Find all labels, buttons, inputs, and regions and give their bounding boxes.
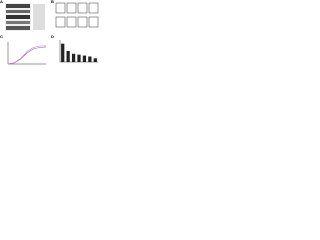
bar — [82, 55, 87, 62]
panel-label: B — [51, 0, 54, 4]
bar — [77, 54, 81, 62]
blot-band — [6, 10, 30, 13]
flow-plot — [77, 2, 88, 14]
panel-label: D — [51, 34, 54, 39]
blot-band — [6, 15, 30, 19]
flow-plot — [55, 2, 66, 14]
flow-plot — [88, 2, 99, 14]
line-chart — [7, 42, 47, 65]
line — [7, 46, 47, 65]
western-blot — [5, 3, 45, 31]
blot-legend — [33, 4, 45, 30]
panel-label: A — [0, 0, 3, 4]
figure: A B C D — [0, 0, 99, 65]
flow-plots — [55, 2, 99, 28]
blot-band — [6, 21, 30, 24]
bar — [88, 56, 92, 62]
flow-plot — [66, 16, 77, 28]
bar-chart — [59, 40, 98, 63]
flow-plot — [66, 2, 77, 14]
flow-plot — [88, 16, 99, 28]
bar — [71, 53, 76, 62]
bar — [61, 43, 65, 62]
blot-band — [6, 4, 30, 8]
flow-plot — [77, 16, 88, 28]
panel-label: C — [0, 34, 3, 39]
line — [7, 45, 47, 65]
bar — [93, 58, 97, 62]
blot-band — [6, 26, 30, 30]
flow-plot — [55, 16, 66, 28]
bar — [66, 51, 70, 62]
